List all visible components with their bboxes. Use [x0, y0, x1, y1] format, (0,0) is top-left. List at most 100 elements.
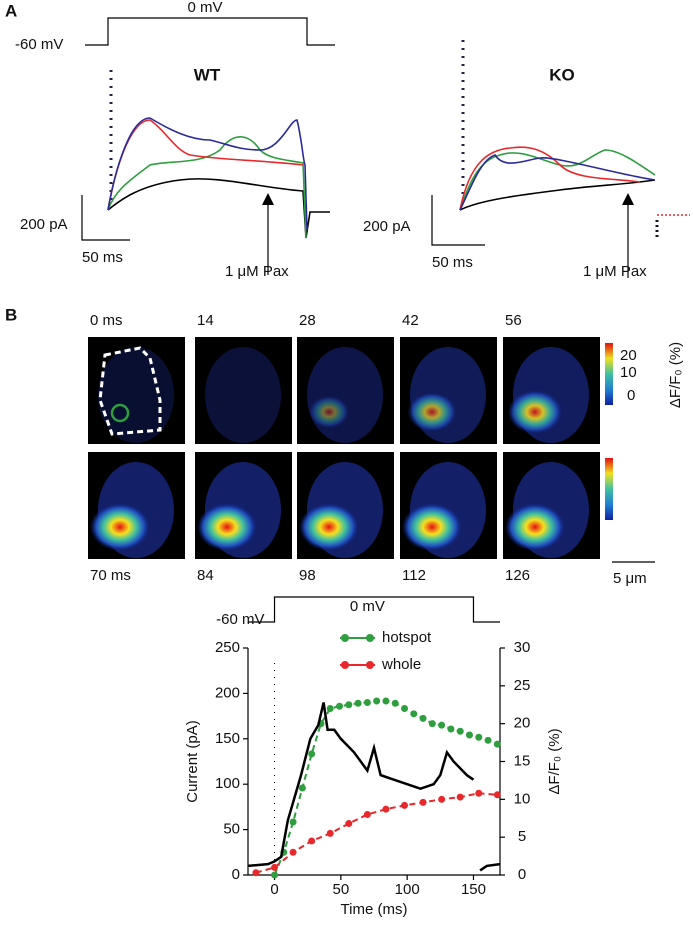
point: [401, 801, 409, 809]
trace: [107, 136, 307, 239]
annotation: 1 μM Pax: [225, 263, 289, 280]
scale-label: 5 μm: [613, 570, 647, 587]
point: [447, 725, 455, 733]
legend-marker: [341, 661, 349, 669]
point: [354, 699, 362, 707]
point: [382, 697, 390, 705]
y-tick-label: 100: [215, 775, 240, 792]
arrow-head: [622, 193, 634, 205]
point: [326, 705, 334, 713]
legend-marker: [366, 634, 374, 642]
point: [419, 798, 427, 806]
colorbar-tick: 0: [627, 387, 635, 404]
hotspot: [308, 395, 350, 429]
point: [345, 701, 353, 709]
scale-current: 200 pA: [20, 216, 68, 233]
point: [363, 698, 371, 706]
frame-label: 42: [402, 312, 419, 329]
scale-bar: [81, 195, 130, 241]
legend-label: whole: [381, 656, 421, 673]
y2-tick-label: 30: [514, 639, 531, 656]
point: [475, 789, 483, 797]
wt-title: WT: [194, 65, 221, 84]
arrow-head: [262, 193, 274, 205]
point: [308, 837, 316, 845]
y2-tick-label: 20: [514, 715, 531, 732]
frame-label: 98: [299, 567, 316, 584]
x-tick-label: 100: [395, 881, 420, 898]
point: [493, 740, 501, 748]
scale-time: 50 ms: [82, 249, 123, 266]
y2-tick-label: 5: [518, 828, 526, 845]
point: [410, 710, 418, 718]
hotspot: [197, 503, 257, 551]
point: [391, 699, 399, 707]
roi: [110, 403, 130, 423]
protocol-step: 0 mV: [350, 598, 385, 615]
point: [382, 805, 390, 813]
panel-label: B: [5, 305, 17, 324]
point: [298, 784, 306, 792]
x-tick-label: 150: [461, 881, 486, 898]
frame-label: 84: [197, 567, 214, 584]
y-tick-label: 50: [223, 821, 240, 838]
trace: [459, 179, 656, 211]
ko-title: KO: [549, 65, 575, 84]
colorbar-tick: 20: [620, 347, 637, 364]
colorbar: [605, 343, 613, 405]
legend-marker: [366, 661, 374, 669]
point: [271, 863, 279, 871]
hotspot: [507, 390, 563, 434]
x-axis-title: Time (ms): [341, 901, 408, 918]
point: [456, 727, 464, 735]
point: [465, 731, 473, 739]
frame-label: 70 ms: [90, 567, 131, 584]
x-tick-label: 50: [332, 881, 349, 898]
y-tick-label: 250: [215, 639, 240, 656]
hotspot: [407, 392, 457, 432]
colorbar-tick: 10: [620, 364, 637, 381]
legend-marker: [341, 634, 349, 642]
series-line: [273, 699, 498, 876]
scale-time: 50 ms: [432, 254, 473, 271]
point: [438, 721, 446, 729]
point: [252, 869, 260, 877]
point: [326, 829, 334, 837]
point: [289, 848, 297, 856]
y-tick-label: 150: [215, 730, 240, 747]
protocol: [85, 17, 335, 46]
y2-tick-label: 10: [514, 790, 531, 807]
frame-label: 0 ms: [90, 312, 123, 329]
point: [493, 791, 501, 799]
y-axis-title: Current (pA): [184, 720, 201, 803]
protocol-hold: -60 mV: [15, 36, 63, 53]
frame-label: 28: [299, 312, 316, 329]
wt-traces: [107, 70, 330, 239]
trace: [107, 119, 304, 211]
y2-tick-label: 15: [514, 752, 531, 769]
colorbar-label: ΔF/F₀ (%): [667, 342, 684, 408]
point: [336, 702, 344, 710]
trace: [107, 178, 330, 239]
hotspot: [90, 503, 150, 551]
ko-traces: [459, 40, 690, 240]
trace: [107, 117, 308, 231]
frame-label: 112: [402, 567, 426, 584]
point: [271, 871, 279, 879]
point: [373, 697, 381, 705]
trace: [459, 154, 656, 211]
image-grid: 0 ms 14 28 42 56 70 ms 84 98 112 126: [88, 312, 600, 584]
y-tick-label: 0: [232, 866, 240, 883]
frame-label: 126: [505, 567, 530, 584]
hotspot: [299, 503, 359, 551]
point: [345, 820, 353, 828]
axes: [247, 648, 501, 876]
colorbar: [605, 458, 613, 520]
point: [438, 795, 446, 803]
y-tick-label: 200: [215, 684, 240, 701]
panel-label: A: [5, 1, 17, 20]
series-line: [247, 702, 501, 872]
y2-tick-label: 25: [514, 677, 531, 694]
